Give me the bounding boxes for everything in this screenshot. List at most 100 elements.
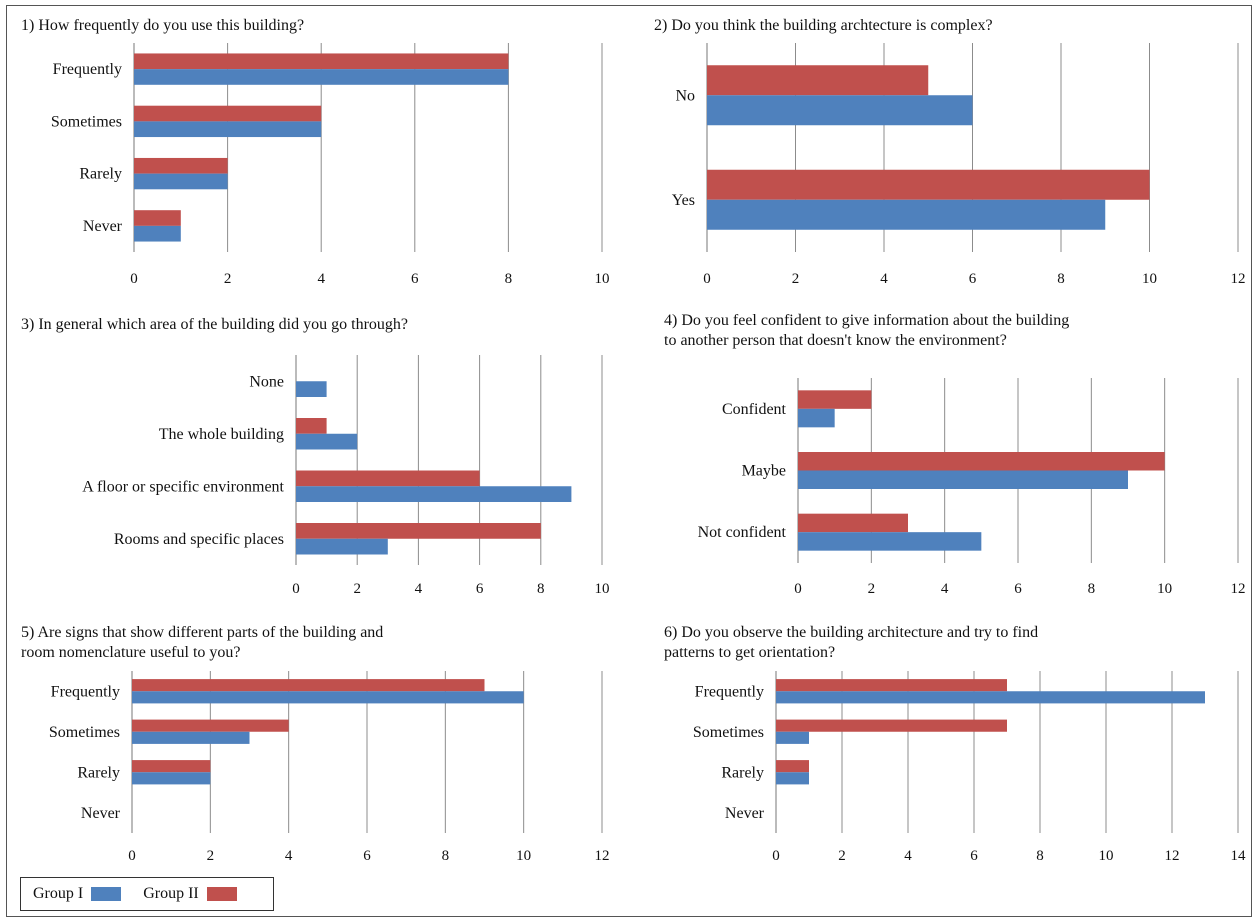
chart-5-tick-label: 12: [595, 848, 610, 864]
chart-3-bar-group-1-the-whole-building: [296, 433, 358, 450]
chart-5-title-line: 5) Are signs that show different parts o…: [21, 624, 383, 641]
chart-3-bar-group-2-rooms-and-specific-places: [296, 523, 541, 539]
chart-4-bar-group-2-not-confident: [798, 513, 908, 533]
chart-6-category-label-rarely: Rarely: [721, 764, 764, 781]
chart-4-bar-group-2-maybe: [798, 452, 1165, 471]
chart-5-bar-group-2-sometimes: [132, 719, 289, 732]
chart-6-tick-label: 6: [970, 848, 978, 864]
chart-5-bar-group-2-frequently: [132, 679, 485, 692]
chart-2-title: 2) Do you think the building archtecture…: [654, 17, 993, 34]
chart-3-bar-group-1-none: [296, 381, 327, 397]
chart-1-bar-group-2-rarely: [134, 157, 228, 174]
chart-6: 6) Do you observe the building architect…: [664, 624, 1246, 864]
chart-5-tick-label: 0: [128, 848, 136, 864]
chart-3-tick-label: 0: [292, 581, 300, 597]
chart-3-tick-label: 8: [537, 581, 545, 597]
chart-6-bar-group-1-rarely: [776, 772, 809, 785]
chart-3-bar-group-1-rooms-and-specific-places: [296, 538, 388, 555]
chart-6-title: 6) Do you observe the building architect…: [664, 624, 1038, 661]
legend-item-group-2: Group II: [143, 885, 237, 903]
chart-4-tick-label: 8: [1088, 581, 1096, 597]
chart-4-bar-group-2-confident: [798, 390, 872, 409]
chart-6-bar-group-1-sometimes: [776, 731, 809, 744]
chart-6-bar-group-2-frequently: [776, 679, 1007, 692]
chart-5-tick-label: 4: [285, 848, 293, 864]
chart-4-bar-group-1-maybe: [798, 470, 1128, 489]
chart-1-title: 1) How frequently do you use this buildi…: [21, 17, 304, 34]
chart-1-category-label-never: Never: [83, 218, 123, 235]
chart-3-tick-label: 10: [595, 581, 610, 597]
chart-5-tick-label: 10: [516, 848, 531, 864]
chart-2-tick-label: 12: [1231, 271, 1246, 287]
chart-1-category-label-rarely: Rarely: [79, 166, 122, 183]
chart-5-category-label-rarely: Rarely: [77, 764, 120, 781]
chart-6-bar-group-2-rarely: [776, 760, 809, 773]
chart-5-tick-label: 8: [442, 848, 450, 864]
chart-5-bar-group-1-frequently: [132, 691, 524, 704]
chart-5-bar-group-1-rarely: [132, 772, 211, 785]
chart-3-title-line: 3) In general which area of the building…: [21, 316, 408, 333]
chart-3-bar-group-2-a-floor-or-specific-environment: [296, 470, 480, 487]
chart-6-bar-group-1-frequently: [776, 691, 1205, 704]
chart-3-tick-label: 4: [415, 581, 423, 597]
chart-2-bar-group-2-yes: [707, 169, 1150, 200]
chart-6-title-line: patterns to get orientation?: [664, 644, 835, 661]
chart-3-bar-group-2-the-whole-building: [296, 418, 327, 434]
chart-1-bar-group-2-never: [134, 210, 181, 226]
chart-1-title-line: 1) How frequently do you use this buildi…: [21, 17, 304, 34]
chart-2: 2) Do you think the building archtecture…: [654, 17, 1246, 287]
chart-3-category-label-none: None: [249, 373, 284, 390]
chart-1: 1) How frequently do you use this buildi…: [21, 17, 610, 287]
chart-3-bar-group-1-a-floor-or-specific-environment: [296, 486, 572, 502]
chart-1-tick-label: 10: [595, 271, 610, 287]
chart-1-bar-group-1-never: [134, 225, 181, 242]
chart-6-category-label-frequently: Frequently: [695, 683, 764, 700]
chart-6-bar-group-2-sometimes: [776, 719, 1007, 732]
chart-1-tick-label: 8: [505, 271, 513, 287]
chart-3-category-label-rooms-and-specific-places: Rooms and specific places: [114, 531, 284, 548]
legend-item-group-1: Group I: [33, 885, 122, 903]
chart-2-bar-group-1-yes: [707, 199, 1106, 230]
chart-4-tick-label: 10: [1157, 581, 1172, 597]
chart-3-tick-label: 6: [476, 581, 484, 597]
chart-1-category-label-frequently: Frequently: [53, 61, 122, 78]
chart-2-tick-label: 2: [792, 271, 800, 287]
chart-5-category-label-frequently: Frequently: [51, 683, 120, 700]
chart-4-title: 4) Do you feel confident to give informa…: [664, 312, 1069, 349]
chart-5-title: 5) Are signs that show different parts o…: [21, 624, 383, 661]
chart-6-tick-label: 8: [1036, 848, 1044, 864]
chart-6-title-line: 6) Do you observe the building architect…: [664, 624, 1038, 641]
chart-2-tick-label: 4: [880, 271, 888, 287]
legend-label-group-2: Group II: [143, 885, 199, 902]
chart-1-bar-group-2-sometimes: [134, 105, 322, 122]
chart-5: 5) Are signs that show different parts o…: [21, 624, 610, 864]
chart-4-title-line: to another person that doesn't know the …: [664, 332, 1007, 349]
chart-6-tick-label: 2: [838, 848, 846, 864]
chart-4-bar-group-1-not-confident: [798, 532, 982, 551]
chart-5-category-label-sometimes: Sometimes: [49, 724, 120, 741]
chart-6-tick-label: 4: [904, 848, 912, 864]
chart-3-tick-label: 2: [353, 581, 361, 597]
chart-1-category-label-sometimes: Sometimes: [51, 113, 122, 130]
chart-5-tick-label: 6: [363, 848, 371, 864]
chart-4-title-line: 4) Do you feel confident to give informa…: [664, 312, 1069, 329]
chart-1-bar-group-1-rarely: [134, 173, 228, 190]
chart-2-category-label-yes: Yes: [672, 192, 695, 209]
chart-5-category-label-never: Never: [81, 805, 121, 822]
chart-1-tick-label: 6: [411, 271, 419, 287]
chart-1-tick-label: 2: [224, 271, 232, 287]
chart-5-tick-label: 2: [207, 848, 215, 864]
chart-2-tick-label: 6: [969, 271, 977, 287]
chart-2-tick-label: 0: [703, 271, 711, 287]
chart-4-tick-label: 4: [941, 581, 949, 597]
chart-2-category-label-no: No: [675, 87, 695, 104]
chart-4-category-label-not-confident: Not confident: [698, 524, 787, 541]
chart-6-tick-label: 14: [1231, 848, 1247, 864]
chart-3-category-label-a-floor-or-specific-environment: A floor or specific environment: [82, 478, 284, 495]
chart-4: 4) Do you feel confident to give informa…: [664, 312, 1246, 597]
chart-4-tick-label: 6: [1014, 581, 1022, 597]
chart-6-tick-label: 0: [772, 848, 780, 864]
chart-1-bar-group-1-frequently: [134, 69, 509, 85]
chart-1-tick-label: 0: [130, 271, 138, 287]
